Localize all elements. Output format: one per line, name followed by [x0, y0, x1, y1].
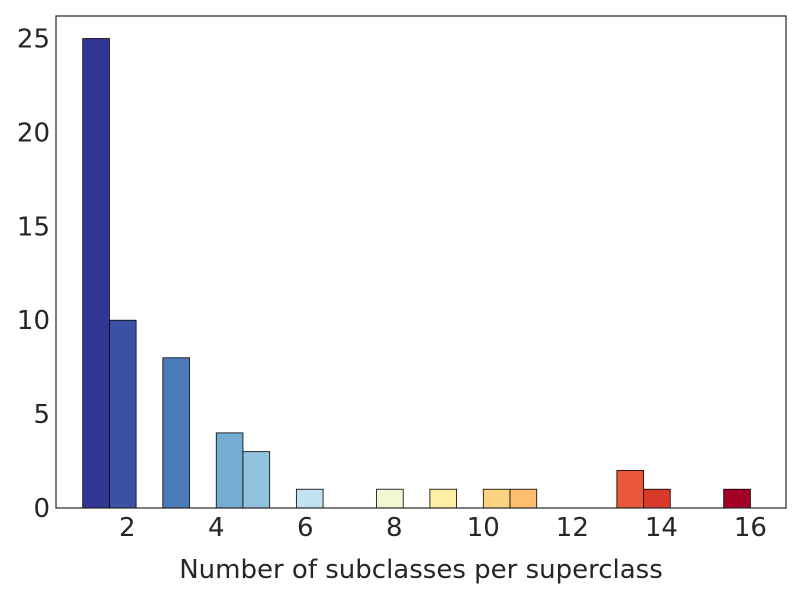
x-tick-label: 12	[556, 513, 589, 543]
histogram-bar	[215, 432, 244, 509]
y-ticks-group: 0 5 10 15 20 25	[17, 25, 50, 524]
y-tick-label: 15	[17, 212, 50, 242]
y-tick-label: 20	[17, 118, 50, 148]
histogram-bar	[242, 451, 271, 509]
histogram-bar	[643, 488, 671, 509]
histogram-bar	[162, 357, 190, 509]
plot-frame	[55, 15, 787, 509]
x-ticks-group: 2 4 6 8 10 12 14 16	[119, 513, 767, 543]
x-tick-label: 14	[645, 513, 678, 543]
histogram-bar	[616, 470, 644, 509]
histogram-bar	[429, 488, 458, 509]
x-tick-label: 16	[734, 513, 767, 543]
x-tick-label: 4	[208, 513, 225, 543]
y-tick-label: 5	[33, 400, 50, 430]
y-tick-label: 0	[33, 494, 50, 524]
y-tick-label: 10	[17, 306, 50, 336]
x-tick-label: 6	[297, 513, 314, 543]
x-tick-label: 8	[386, 513, 403, 543]
x-tick-label: 2	[119, 513, 136, 543]
histogram-bar	[109, 319, 137, 509]
y-tick-label: 25	[17, 25, 50, 55]
histogram-bar	[82, 38, 110, 509]
histogram-bar	[295, 488, 324, 509]
bars-group	[82, 38, 751, 509]
x-tick-label: 10	[467, 513, 500, 543]
histogram-bar	[482, 488, 511, 509]
histogram-bar	[723, 488, 751, 509]
histogram-bar	[376, 488, 404, 509]
x-axis-label: Number of subclasses per superclass	[179, 555, 663, 585]
histogram-bar	[509, 488, 538, 509]
